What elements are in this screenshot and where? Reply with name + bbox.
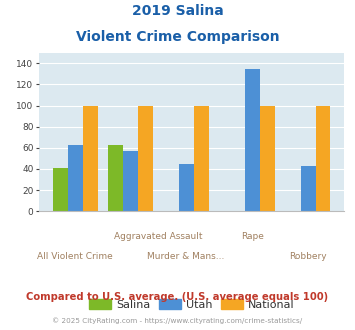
Bar — [68, 145, 83, 211]
Bar — [138, 106, 153, 211]
Bar — [179, 164, 193, 211]
Bar — [83, 106, 98, 211]
Text: 2019 Salina: 2019 Salina — [132, 4, 223, 18]
Bar — [108, 145, 123, 211]
Text: Rape: Rape — [241, 232, 264, 241]
Text: © 2025 CityRating.com - https://www.cityrating.com/crime-statistics/: © 2025 CityRating.com - https://www.city… — [53, 317, 302, 324]
Bar — [193, 106, 209, 211]
Text: Murder & Mans...: Murder & Mans... — [147, 252, 225, 261]
Text: Violent Crime Comparison: Violent Crime Comparison — [76, 30, 279, 44]
Bar — [245, 69, 260, 211]
Text: Robbery: Robbery — [289, 252, 327, 261]
Bar — [301, 166, 316, 211]
Bar — [260, 106, 275, 211]
Legend: Salina, Utah, National: Salina, Utah, National — [86, 296, 297, 314]
Text: Aggravated Assault: Aggravated Assault — [114, 232, 203, 241]
Bar — [123, 151, 138, 211]
Bar — [316, 106, 331, 211]
Text: Compared to U.S. average. (U.S. average equals 100): Compared to U.S. average. (U.S. average … — [26, 292, 329, 302]
Bar — [53, 168, 68, 211]
Text: All Violent Crime: All Violent Crime — [38, 252, 113, 261]
